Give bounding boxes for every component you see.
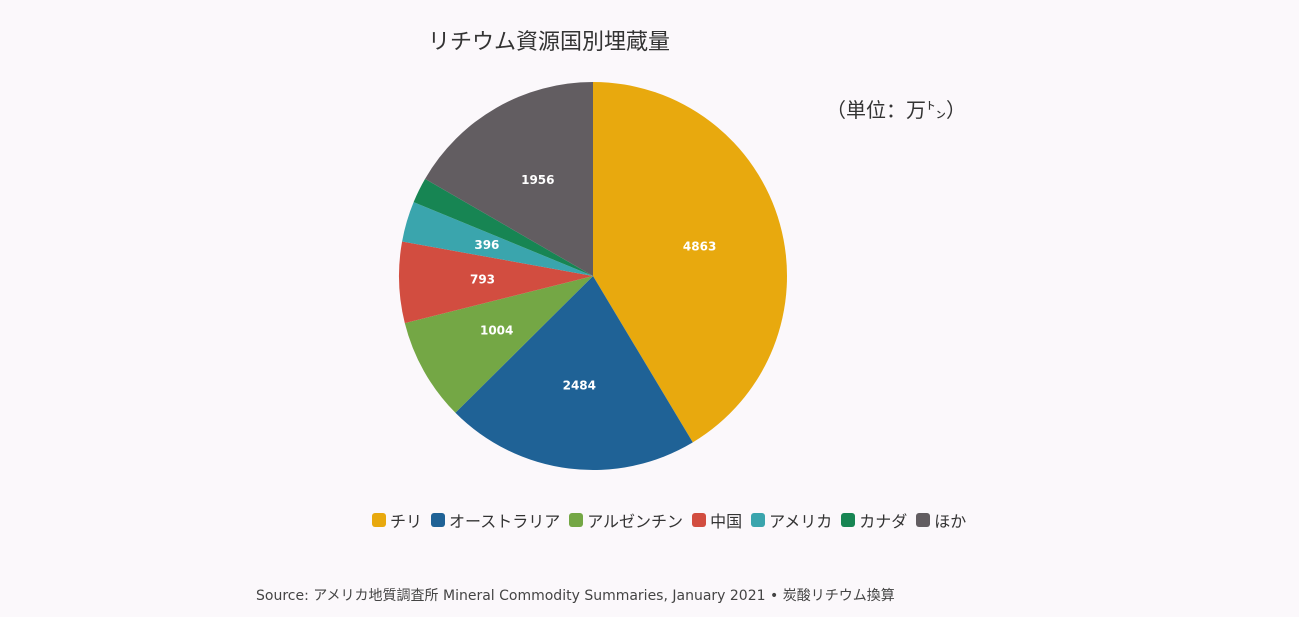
legend-label-6: ほか bbox=[934, 512, 967, 531]
legend-label-5: カナダ bbox=[859, 512, 908, 531]
legend-label-4: アメリカ bbox=[769, 512, 833, 531]
pie-slice-6[interactable] bbox=[425, 82, 593, 276]
pie-slice-4[interactable] bbox=[402, 202, 593, 276]
pie-slice-label-6: 1956 bbox=[521, 173, 554, 187]
source-note: Source: アメリカ地質調査所 Mineral Commodity Summ… bbox=[256, 588, 895, 604]
legend-item-2[interactable]: アルゼンチン bbox=[569, 508, 683, 532]
legend-swatch-4 bbox=[751, 513, 766, 527]
chart-title: リチウム資源国別埋蔵量 bbox=[428, 30, 671, 55]
legend-swatch-5 bbox=[841, 513, 856, 527]
pie-slice-5[interactable] bbox=[413, 178, 593, 276]
legend-label-2: アルゼンチン bbox=[587, 512, 684, 531]
pie-slice-label-1: 2484 bbox=[563, 379, 596, 393]
pie-slice-2[interactable] bbox=[404, 276, 593, 413]
legend-swatch-6 bbox=[916, 513, 931, 527]
legend-swatch-1 bbox=[431, 513, 446, 527]
unit-label: （単位：万㌧） bbox=[826, 98, 966, 122]
legend: チリ オーストラリア アルゼンチン 中国 アメリカ カナダ ほか bbox=[372, 508, 975, 532]
legend-swatch-0 bbox=[372, 513, 386, 527]
legend-item-5[interactable]: カナダ bbox=[841, 508, 907, 532]
legend-item-6[interactable]: ほか bbox=[916, 508, 966, 532]
legend-swatch-2 bbox=[569, 513, 584, 527]
pie-slice-label-2: 1004 bbox=[480, 323, 513, 337]
legend-item-0[interactable]: チリ bbox=[372, 508, 422, 532]
legend-label-1: オーストラリア bbox=[449, 512, 561, 531]
pie-slice-1[interactable] bbox=[455, 276, 693, 471]
legend-label-0: チリ bbox=[390, 512, 423, 531]
legend-item-1[interactable]: オーストラリア bbox=[431, 508, 560, 532]
pie-slice-label-3: 793 bbox=[470, 273, 495, 287]
legend-label-3: 中国 bbox=[710, 512, 743, 531]
pie-slice-0[interactable] bbox=[593, 82, 788, 443]
legend-swatch-3 bbox=[692, 513, 707, 527]
legend-item-3[interactable]: 中国 bbox=[692, 508, 742, 532]
legend-item-4[interactable]: アメリカ bbox=[751, 508, 832, 532]
pie-slice-label-0: 4863 bbox=[683, 240, 716, 254]
pie-slice-3[interactable] bbox=[399, 241, 593, 324]
pie-slice-label-4: 396 bbox=[474, 238, 499, 252]
